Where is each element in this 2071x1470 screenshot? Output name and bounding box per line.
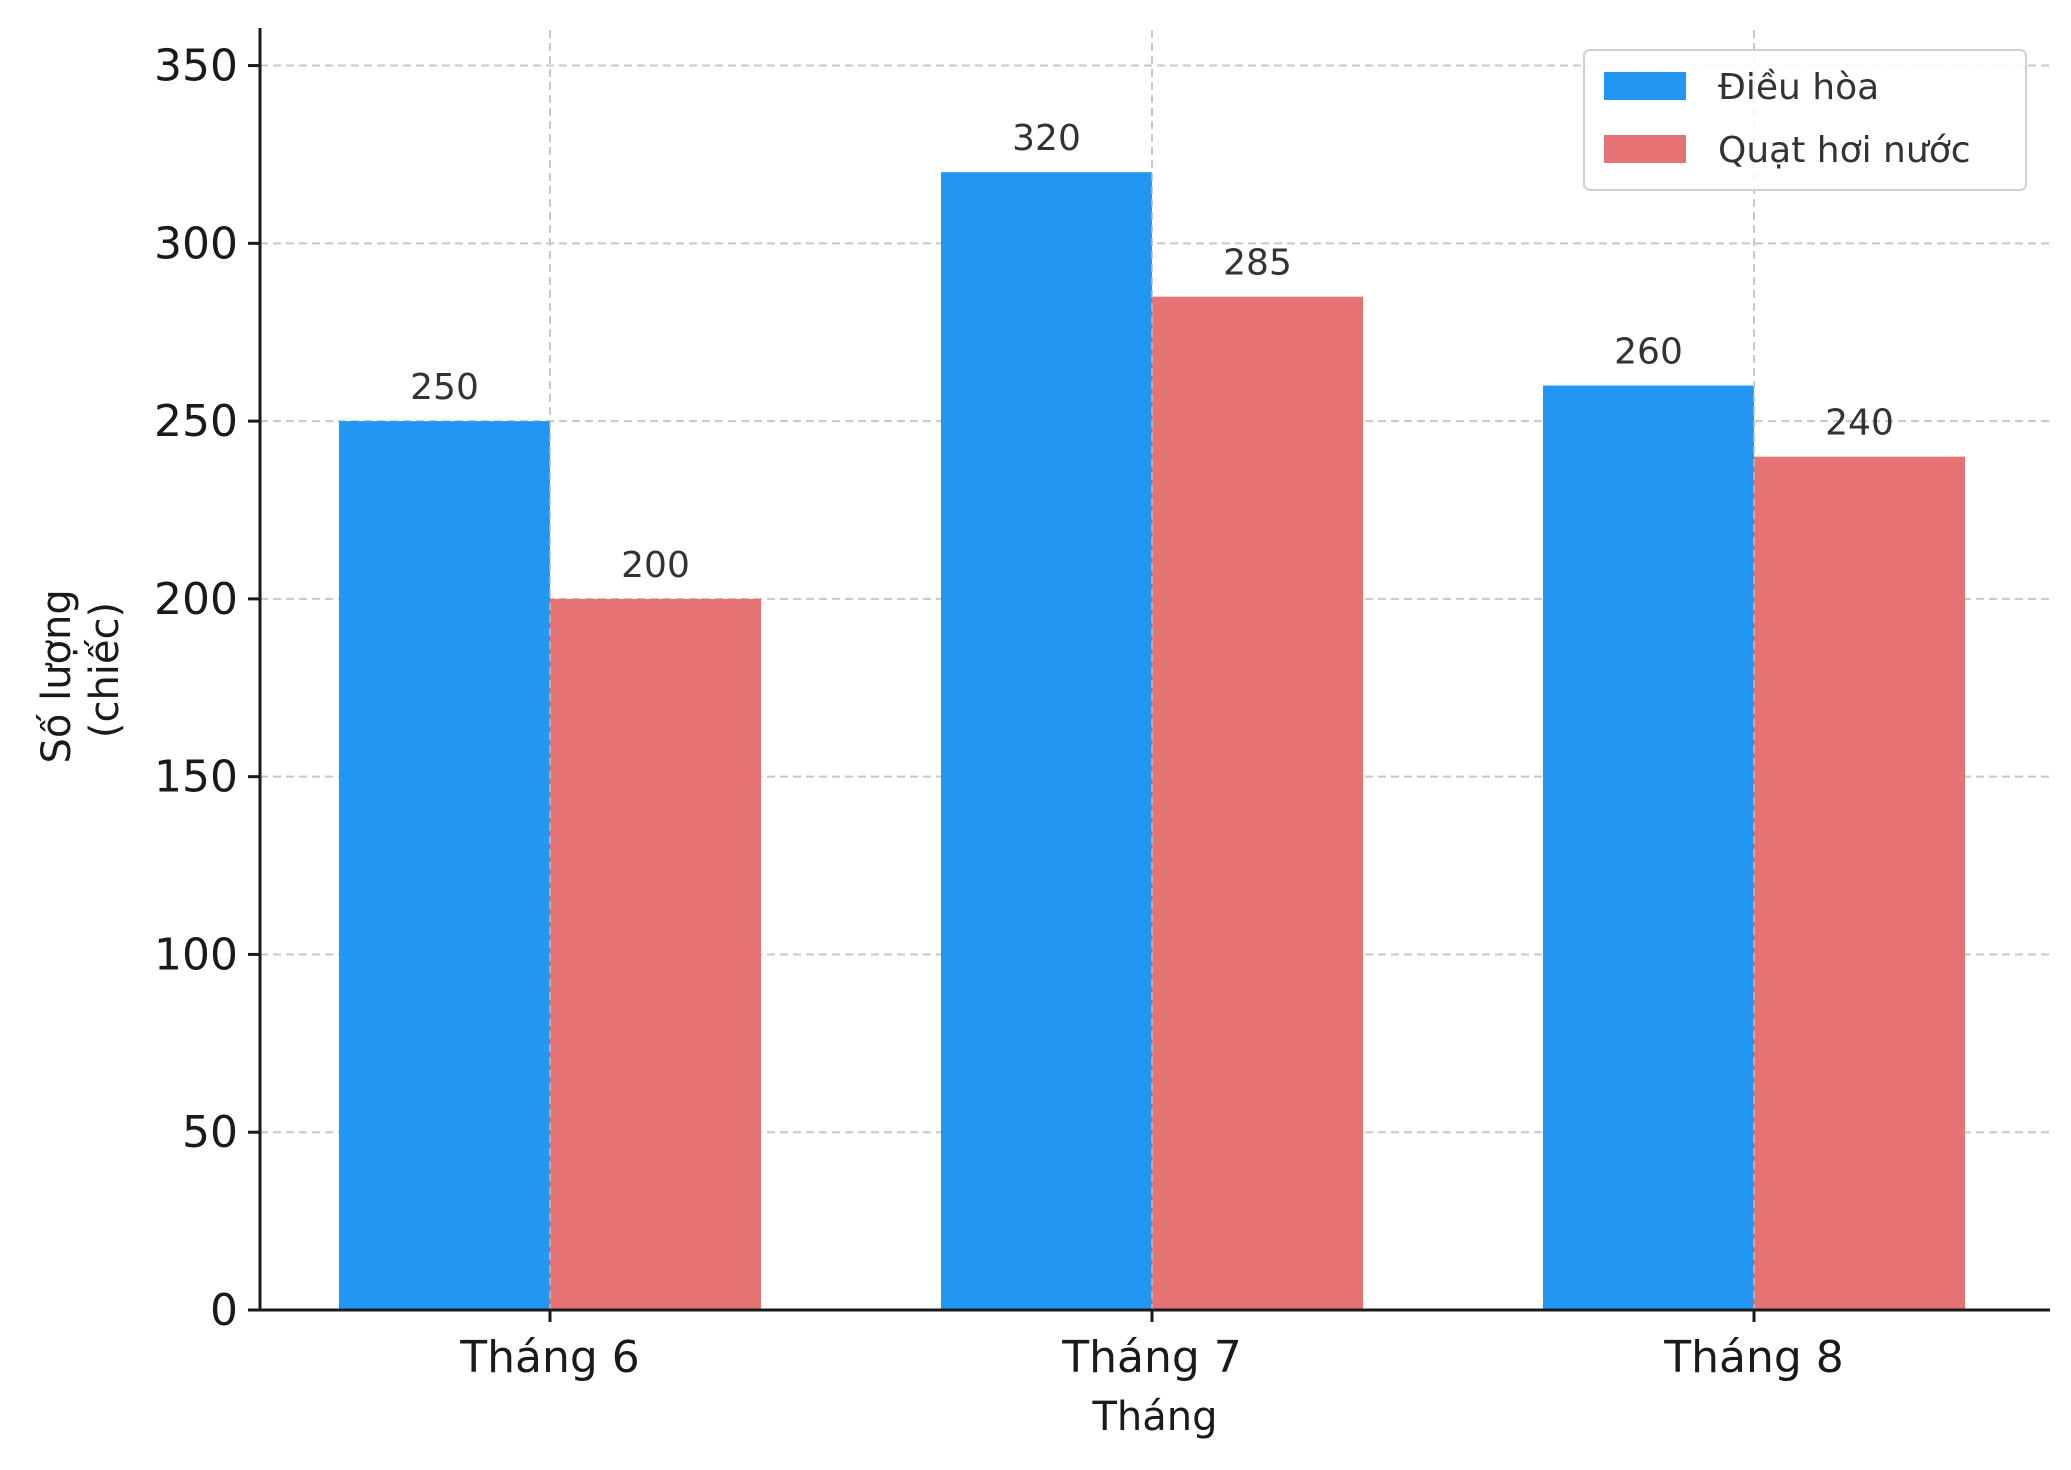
- data-label-series-2-cat-3: 240: [1825, 403, 1894, 444]
- bars: [339, 172, 1965, 1311]
- y-tick-label-50: 50: [182, 1107, 238, 1158]
- data-label-series-1-cat-3: 260: [1614, 332, 1683, 373]
- y-tick-label-200: 200: [154, 574, 238, 625]
- y-tick-label-250: 250: [154, 396, 238, 447]
- legend-swatch-quat-hoi-nuoc: [1604, 135, 1686, 163]
- x-axis-ticks: Tháng 6 Tháng 7 Tháng 8: [459, 1310, 1844, 1383]
- y-tick-label-350: 350: [154, 41, 238, 92]
- y-axis-ticks: 0 50 100 150 200 250 300 350: [154, 41, 260, 1336]
- bar-series-2-cat-2: [1152, 296, 1363, 1311]
- data-label-series-2-cat-2: 285: [1223, 243, 1292, 284]
- x-tick-label-1: Tháng 6: [459, 1332, 640, 1383]
- bar-series-2-cat-1: [550, 598, 761, 1310]
- legend-label-dieu-hoa: Điều hòa: [1718, 67, 1879, 108]
- legend-label-quat-hoi-nuoc: Quạt hơi nước: [1718, 130, 1971, 171]
- y-tick-label-0: 0: [210, 1285, 238, 1336]
- bar-series-1-cat-3: [1543, 385, 1754, 1310]
- legend-swatch-dieu-hoa: [1604, 72, 1686, 100]
- data-labels: 250 320 260 200 285 240: [410, 30, 1894, 1310]
- y-tick-label-100: 100: [154, 929, 238, 980]
- bar-series-1-cat-1: [339, 421, 550, 1311]
- data-label-series-1-cat-2: 320: [1012, 118, 1081, 159]
- y-axis-title: Số lượng (chiếc): [34, 577, 128, 764]
- y-axis-title-line-2: (chiếc): [82, 602, 128, 738]
- legend-frame: [1583, 49, 2027, 191]
- x-tick-label-2: Tháng 7: [1061, 1332, 1242, 1383]
- axes: [258, 28, 2050, 1312]
- data-label-series-1-cat-1: 250: [410, 367, 479, 408]
- y-tick-label-150: 150: [154, 752, 238, 803]
- data-label-series-2-cat-1: 200: [621, 545, 690, 586]
- x-tick-label-3: Tháng 8: [1663, 1332, 1844, 1383]
- x-axis-title: Tháng: [1091, 1394, 1217, 1440]
- bar-series-1-cat-2: [941, 172, 1152, 1311]
- y-tick-label-300: 300: [154, 218, 238, 269]
- bar-series-2-cat-3: [1754, 456, 1965, 1311]
- legend: Điều hòa Quạt hơi nước: [1583, 49, 2027, 191]
- y-axis-title-line-1: Số lượng: [34, 589, 80, 763]
